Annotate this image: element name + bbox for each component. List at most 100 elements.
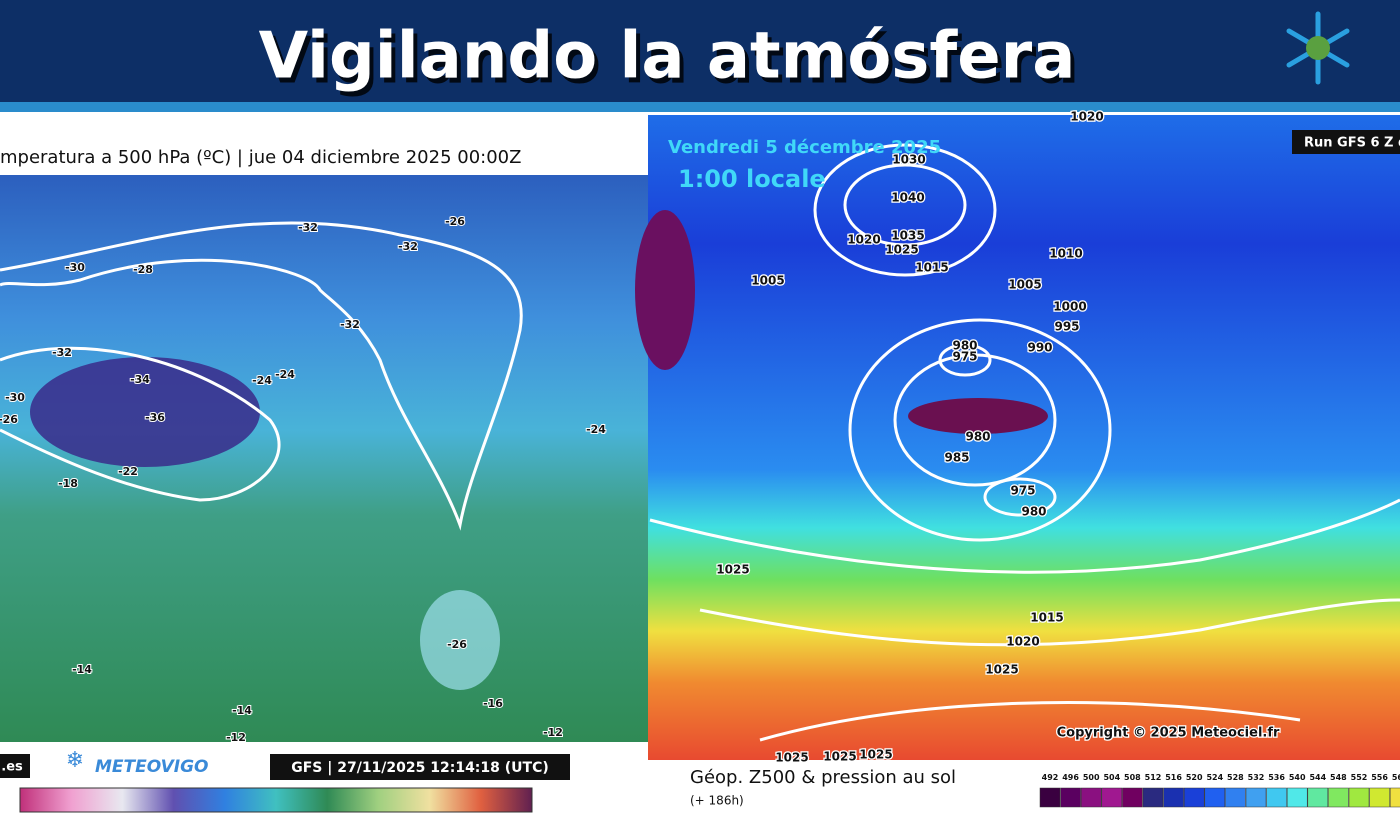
isobar-label: 1025	[985, 663, 1018, 677]
scale-swatch	[1142, 787, 1164, 808]
contour-label: -26	[447, 638, 467, 651]
scale-swatch	[1183, 787, 1205, 808]
scale-label: 500	[1083, 773, 1100, 782]
scale-label: 560	[1392, 773, 1400, 782]
isobar-label: 1005	[1008, 278, 1041, 292]
left-title: mperatura a 500 hPa (ºC) | jue 04 diciem…	[0, 147, 521, 168]
isobar-label: 1025	[859, 748, 892, 762]
copyright: Copyright © 2025 Meteociel.fr	[1057, 726, 1280, 741]
scale-swatch	[1204, 787, 1226, 808]
scale-label: 504	[1103, 773, 1120, 782]
scale-label: 512	[1145, 773, 1162, 782]
scale-label: 540	[1289, 773, 1306, 782]
scale-swatch	[1225, 787, 1246, 808]
header-stripe	[0, 102, 1400, 112]
isobar-label: 980	[952, 339, 977, 353]
contour-label: -26	[445, 215, 465, 228]
contour-label: -16	[483, 697, 503, 710]
brand-icon: ❄	[66, 748, 84, 773]
contour-label: -24	[252, 374, 272, 387]
scale-label: 532	[1248, 773, 1265, 782]
isobar-label: 1030	[892, 153, 925, 167]
scale-swatch	[1060, 787, 1081, 808]
isobar-label: 1025	[823, 750, 856, 764]
scale-swatch	[1328, 787, 1349, 808]
scale-swatch	[1286, 787, 1308, 808]
high-core	[635, 210, 695, 370]
scale-swatch	[1369, 787, 1390, 808]
scale-label: 520	[1186, 773, 1203, 782]
isobar-label: 1015	[915, 261, 948, 275]
right-run-badge: Run GFS 6 Z d	[1304, 136, 1400, 151]
scale-label: 516	[1165, 773, 1182, 782]
isobar-label: 1025	[716, 563, 749, 577]
scale-swatch	[1163, 787, 1184, 808]
scale-swatch	[1389, 787, 1400, 808]
contour-label: -30	[5, 391, 25, 404]
site-badge: .es	[1, 760, 23, 775]
isobar-label: 1005	[751, 274, 784, 288]
brand: METEOVIGO	[95, 757, 208, 777]
run-badge-bg	[270, 754, 570, 780]
isobar-label: 1000	[1053, 300, 1086, 314]
scale-swatch	[1039, 787, 1061, 808]
isobar-label: 1025	[775, 751, 808, 765]
isobar-label: 985	[944, 451, 969, 465]
scale-label: 556	[1371, 773, 1388, 782]
header-bar	[0, 0, 1400, 102]
right-map	[648, 115, 1400, 760]
scale-swatch	[1307, 787, 1329, 808]
isobar-label: 990	[1027, 341, 1052, 355]
scale-swatch	[1080, 787, 1102, 808]
title-shadow: Vigilando la atmósfera	[263, 25, 1080, 99]
isobar-label: 1025	[885, 243, 918, 257]
isobar-label: 1035	[891, 229, 924, 243]
contour-label: -24	[275, 368, 295, 381]
contour-label: -32	[52, 346, 72, 359]
scale-swatch	[1122, 787, 1143, 808]
scale-label: 496	[1062, 773, 1079, 782]
contour-label: -22	[118, 465, 138, 478]
colorbar	[19, 787, 533, 813]
header-title: Vigilando la atmósfera	[259, 20, 1076, 94]
scale-label: 528	[1227, 773, 1244, 782]
run-badge: GFS | 27/11/2025 12:14:18 (UTC)	[291, 760, 549, 776]
contour-label: -30	[65, 261, 85, 274]
contour-label: -12	[543, 726, 563, 739]
contour-label: -28	[133, 263, 153, 276]
scale-swatch	[1266, 787, 1287, 808]
right-time: 1:00 locale	[678, 165, 826, 193]
isobar-label: 1020	[1006, 635, 1039, 649]
contour-label: -32	[398, 240, 418, 253]
isobar-label: 1040	[891, 191, 924, 205]
scale-label: 508	[1124, 773, 1141, 782]
lead-time: (+ 186h)	[690, 794, 744, 808]
cold-core	[30, 357, 260, 467]
right-contours	[649, 143, 1400, 742]
scale-label: 544	[1309, 773, 1326, 782]
contour-label: -14	[72, 663, 92, 676]
isobar-label: 1020	[1070, 110, 1103, 124]
site-badge-bg	[0, 754, 30, 778]
scale-swatch	[1245, 787, 1267, 808]
scale-swatch	[1348, 787, 1370, 808]
contour-label: -32	[340, 318, 360, 331]
contour-label: -24	[586, 423, 606, 436]
scale-label: 492	[1042, 773, 1059, 782]
cold-tongue	[420, 590, 500, 690]
contour-label: -18	[58, 477, 78, 490]
isobar-label: 1015	[1030, 611, 1063, 625]
logo	[1286, 11, 1350, 85]
right-date: Vendredi 5 décembre 2025	[668, 137, 941, 158]
contour-label: -26	[0, 413, 18, 426]
isobar-label: 980	[1021, 505, 1046, 519]
isobar-label: 1010	[1049, 247, 1082, 261]
contour-label: -34	[130, 373, 150, 386]
isobar-label: 980	[965, 430, 990, 444]
contour-label: -32	[298, 221, 318, 234]
caption: Géop. Z500 & pression au sol	[690, 767, 956, 788]
contour-label: -14	[232, 704, 252, 717]
isobar-label: 975	[1010, 484, 1035, 498]
